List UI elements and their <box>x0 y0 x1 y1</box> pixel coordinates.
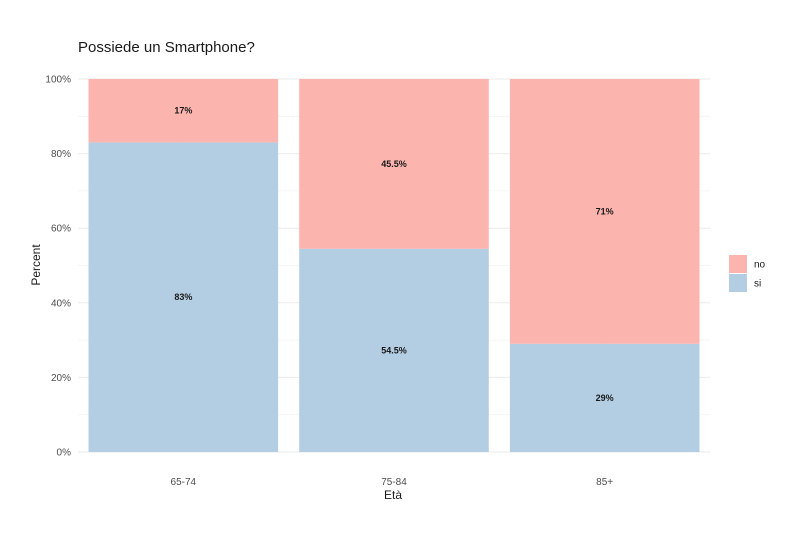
y-tick-label: 0% <box>57 448 72 459</box>
chart-title: Possiede un Smartphone? <box>78 39 255 56</box>
y-tick-label: 100% <box>45 75 71 86</box>
data-label-si-65-74: 83% <box>174 292 192 302</box>
x-axis-title: Età <box>384 488 402 502</box>
y-tick-label: 20% <box>51 373 71 384</box>
x-axis-ticks: 65-74 75-84 85+ <box>171 477 614 488</box>
y-tick-label: 40% <box>51 298 71 309</box>
y-tick-label: 60% <box>51 224 71 235</box>
legend-swatch-no <box>729 255 747 273</box>
y-axis-ticks: 0% 20% 40% 60% 80% 100% <box>45 75 71 459</box>
y-axis-title: Percent <box>29 244 43 286</box>
x-tick-label: 85+ <box>596 477 613 488</box>
y-tick-label: 80% <box>51 149 71 160</box>
bar-no-75-84 <box>299 79 489 249</box>
legend-label-no: no <box>754 260 766 271</box>
bars <box>88 79 700 452</box>
data-label-no-85+: 71% <box>596 206 614 216</box>
legend-swatch-si <box>729 274 747 292</box>
legend: no si <box>729 255 766 292</box>
x-tick-label: 75-84 <box>381 477 407 488</box>
bar-si-85+ <box>509 343 700 452</box>
bar-no-65-74 <box>88 79 279 143</box>
data-labels: 83% 17% 54.5% 45.5% 29% 71% <box>174 106 613 403</box>
bar-no-85+ <box>509 79 700 344</box>
data-label-no-75-84: 45.5% <box>381 159 407 169</box>
x-tick-label: 65-74 <box>171 477 197 488</box>
bar-si-75-84 <box>299 248 489 452</box>
legend-label-si: si <box>754 279 761 290</box>
data-label-si-75-84: 54.5% <box>381 345 407 355</box>
data-label-si-85+: 29% <box>596 393 614 403</box>
data-label-no-65-74: 17% <box>174 106 192 116</box>
bar-si-65-74 <box>88 142 279 452</box>
